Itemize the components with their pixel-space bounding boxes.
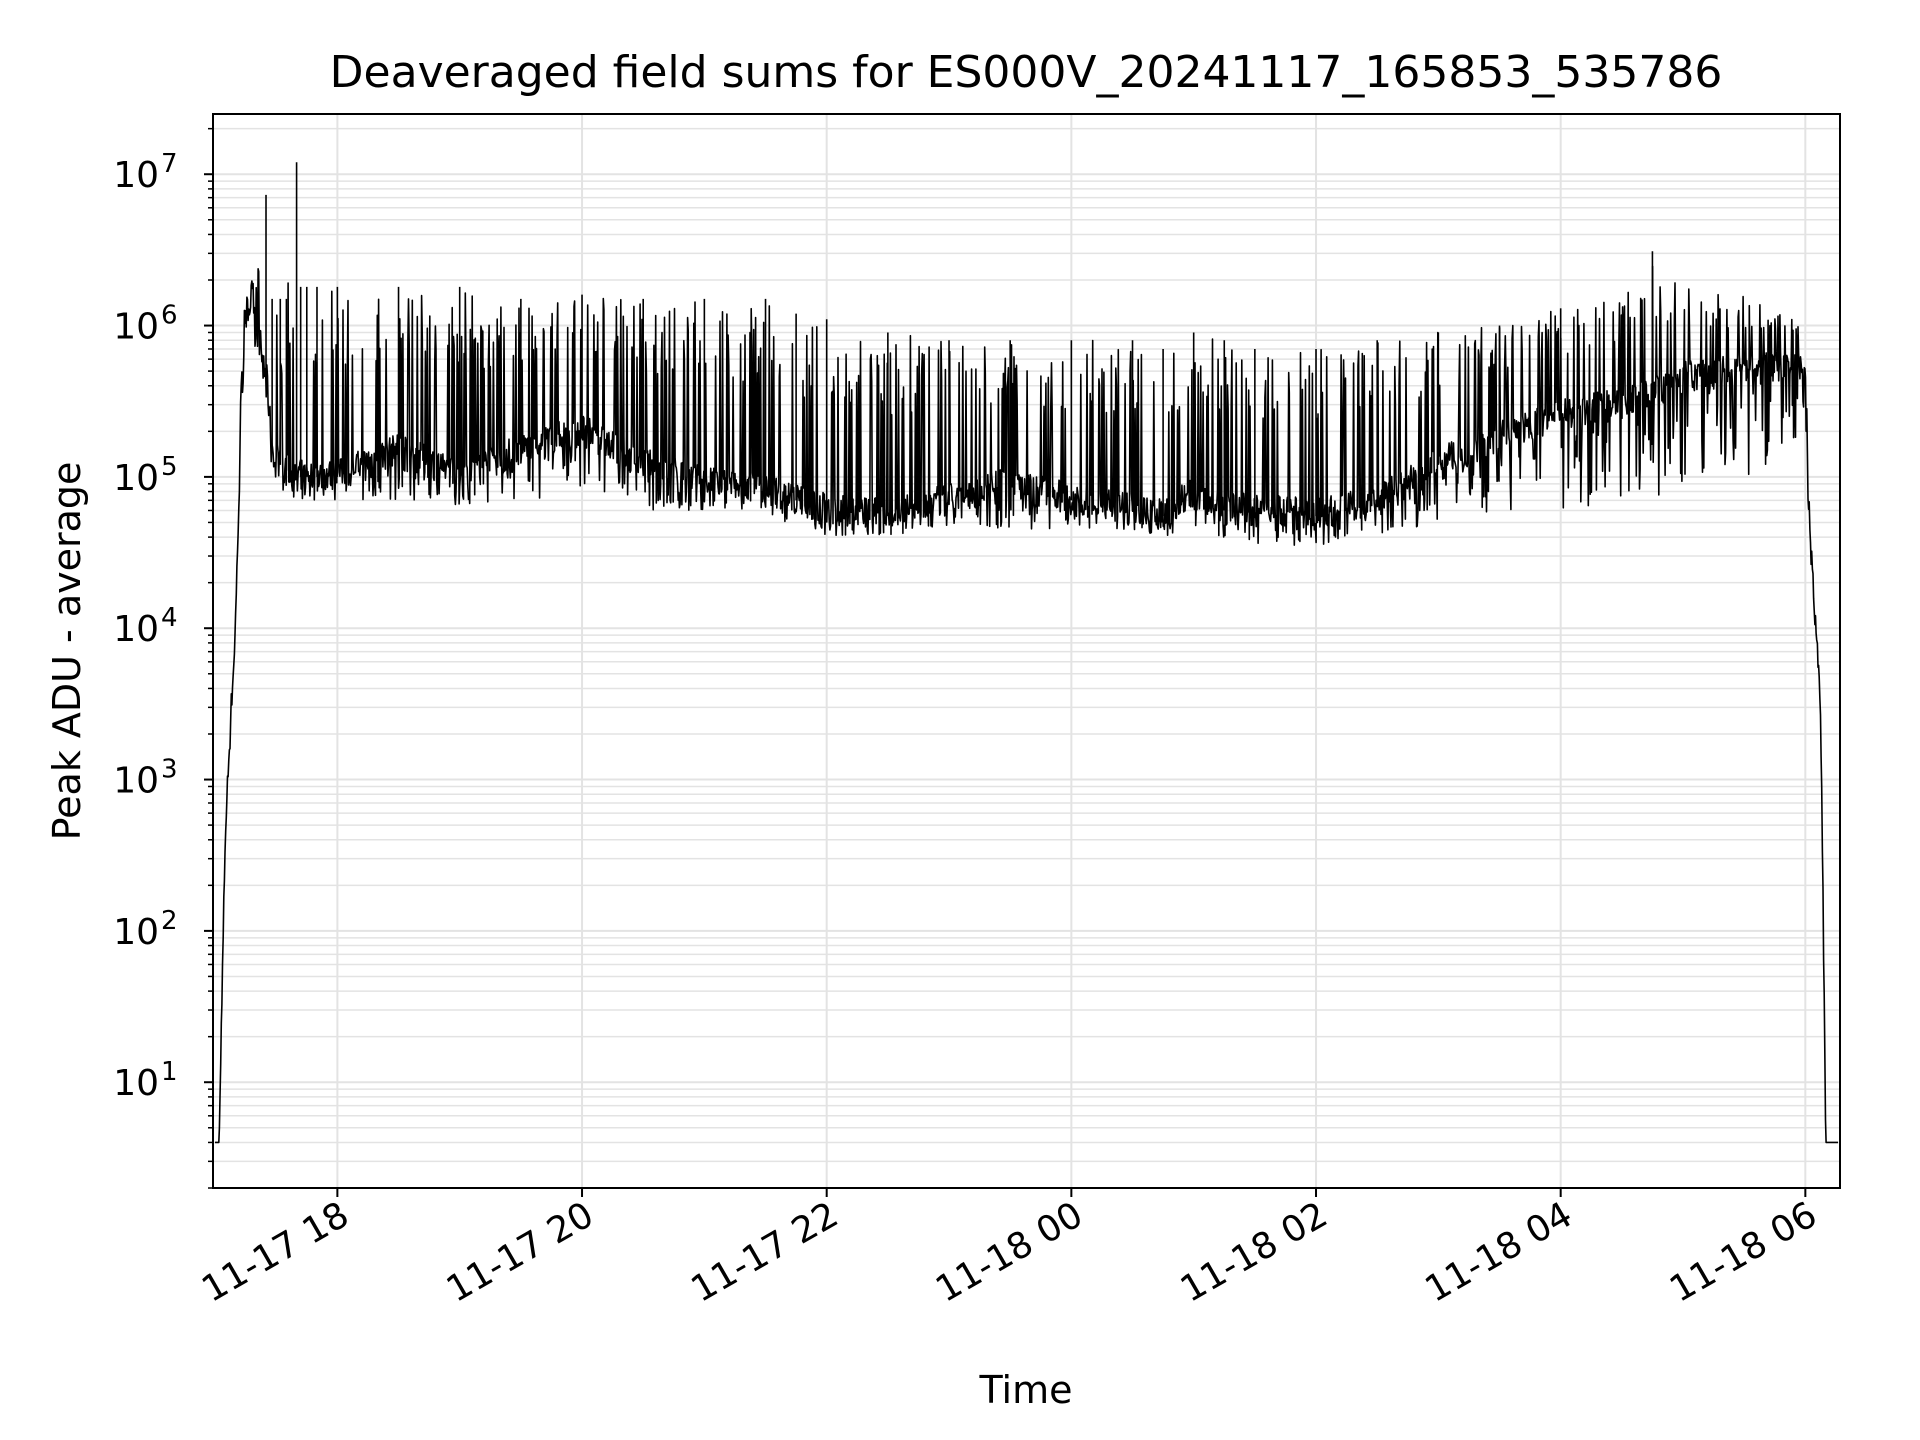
y-tick-exponent: 6 bbox=[161, 301, 178, 331]
y-tick-label: 10 bbox=[113, 155, 159, 196]
y-tick-label: 10 bbox=[113, 912, 159, 953]
y-tick-label: 10 bbox=[113, 761, 159, 802]
y-tick-exponent: 4 bbox=[161, 603, 178, 633]
y-tick-label: 10 bbox=[113, 609, 159, 650]
y-tick-exponent: 3 bbox=[161, 755, 178, 785]
y-tick-exponent: 2 bbox=[161, 906, 178, 936]
y-axis-label: Peak ADU - average bbox=[45, 462, 89, 841]
y-tick-exponent: 7 bbox=[161, 149, 178, 179]
chart-title: Deaveraged field sums for ES000V_2024111… bbox=[330, 47, 1723, 98]
y-tick-exponent: 5 bbox=[161, 452, 178, 482]
x-axis-label: Time bbox=[979, 1368, 1073, 1412]
y-tick-exponent: 1 bbox=[161, 1057, 178, 1087]
y-tick-label: 10 bbox=[113, 458, 159, 499]
grid-layer bbox=[213, 114, 1840, 1189]
data-layer bbox=[214, 162, 1839, 1144]
y-tick-label: 10 bbox=[113, 307, 159, 348]
series-line bbox=[214, 265, 1839, 1144]
y-tick-label: 10 bbox=[113, 1063, 159, 1104]
